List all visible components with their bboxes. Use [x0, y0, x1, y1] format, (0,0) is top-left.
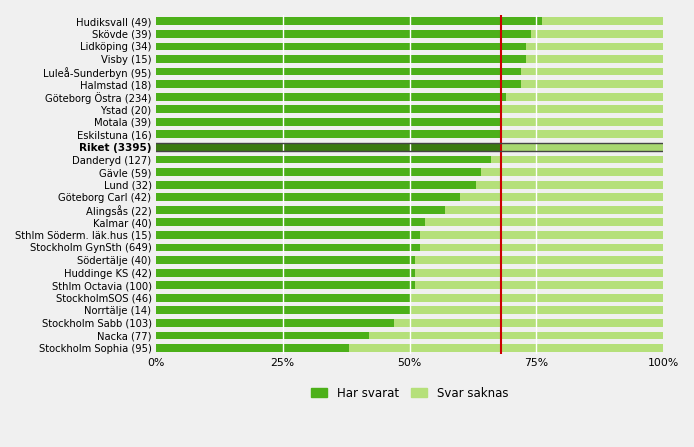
Bar — [155, 55, 663, 63]
Bar — [155, 67, 521, 76]
Bar — [155, 118, 663, 126]
Bar — [155, 269, 663, 277]
Bar — [155, 168, 663, 176]
Bar — [155, 281, 414, 289]
Legend: Har svarat, Svar saknas: Har svarat, Svar saknas — [306, 382, 513, 405]
Bar — [155, 17, 541, 25]
Bar — [155, 118, 501, 126]
Bar — [155, 156, 491, 164]
Bar — [155, 30, 532, 38]
Bar — [155, 168, 481, 176]
Bar — [155, 219, 663, 226]
Bar — [155, 306, 409, 314]
Bar — [155, 231, 420, 239]
Bar — [155, 256, 414, 264]
Bar — [155, 105, 501, 113]
Bar — [155, 319, 663, 327]
Bar — [155, 256, 663, 264]
Bar — [155, 181, 663, 189]
Bar — [155, 42, 526, 51]
Bar — [155, 193, 460, 201]
Bar — [155, 55, 526, 63]
Bar — [155, 105, 663, 113]
Bar — [155, 231, 663, 239]
Bar — [155, 193, 663, 201]
Bar — [155, 319, 394, 327]
Bar — [155, 131, 501, 138]
Bar — [155, 206, 445, 214]
Bar — [155, 344, 663, 352]
Bar — [155, 281, 663, 289]
Bar — [155, 332, 663, 339]
Bar — [155, 67, 663, 76]
Bar — [155, 143, 663, 151]
Bar — [155, 294, 663, 302]
Bar — [155, 206, 663, 214]
Bar — [155, 306, 663, 314]
Bar — [155, 344, 348, 352]
Bar — [155, 93, 506, 101]
Bar — [155, 181, 475, 189]
Bar — [155, 30, 663, 38]
Bar — [155, 80, 663, 88]
Bar — [155, 131, 663, 138]
Bar — [155, 269, 414, 277]
Bar — [155, 42, 663, 51]
Bar — [155, 143, 501, 151]
Bar — [155, 244, 663, 251]
Bar — [155, 156, 663, 164]
Bar — [155, 244, 420, 251]
Bar — [155, 17, 663, 25]
Bar — [155, 294, 409, 302]
Bar — [155, 80, 521, 88]
Bar — [155, 332, 369, 339]
Bar — [155, 219, 425, 226]
Bar — [155, 93, 663, 101]
